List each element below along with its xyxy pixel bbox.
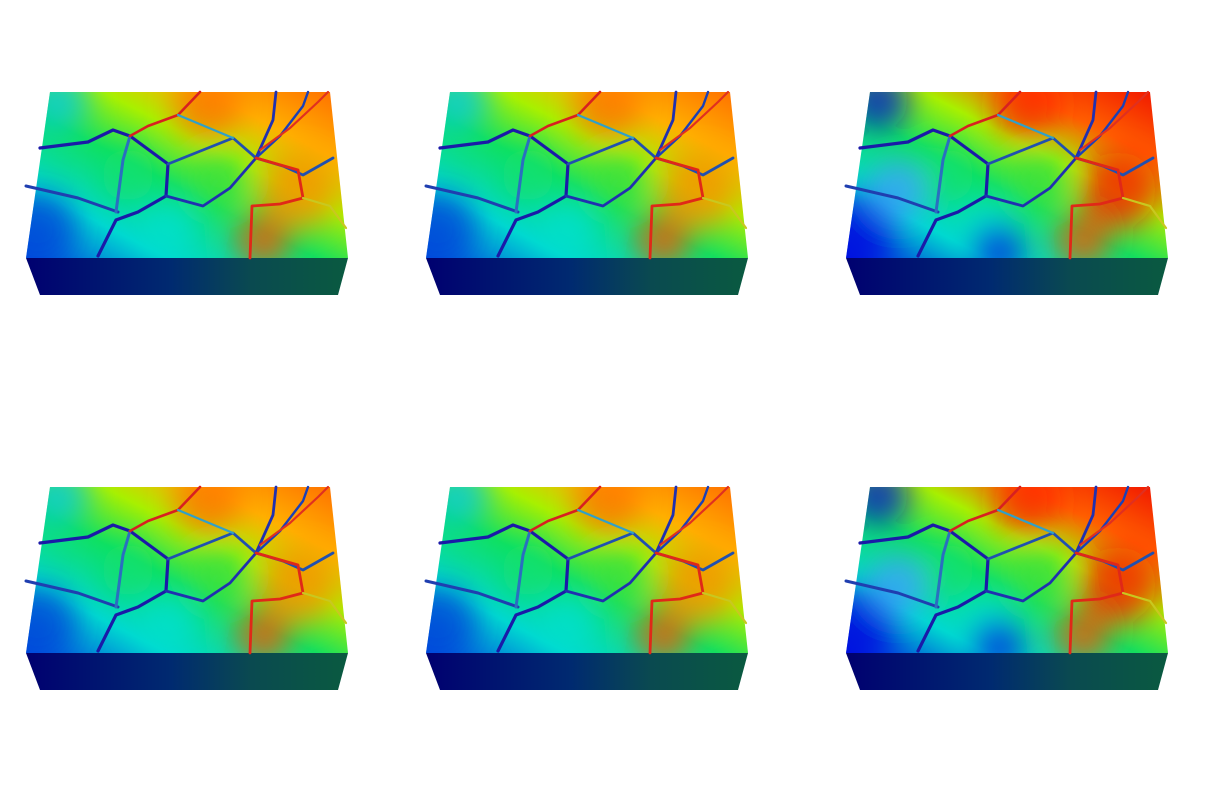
fracture-line-7	[564, 485, 678, 603]
fracture-line-6	[996, 113, 1055, 140]
block-side-face	[426, 653, 748, 690]
fracture-block-panel-1	[18, 80, 358, 310]
fracture-block-panel-4	[18, 475, 358, 705]
fracture-line-8	[1074, 485, 1130, 555]
fracture-line-3	[514, 134, 532, 214]
fracture-network	[24, 90, 348, 260]
fracture-line-3	[934, 529, 952, 609]
fracture-line-6	[176, 508, 235, 535]
fracture-line-3	[514, 529, 532, 609]
fracture-line-5	[948, 485, 1022, 533]
fracture-block-panel-5	[418, 475, 758, 705]
fracture-network	[424, 90, 748, 260]
fracture-line-9	[658, 90, 730, 152]
fracture-line-9	[658, 485, 730, 547]
fracture-block-panel-2	[418, 80, 758, 310]
fracture-line-9	[1078, 485, 1150, 547]
fracture-line-11	[1121, 591, 1168, 625]
fracture-line-3	[114, 134, 132, 214]
block-side-face	[426, 258, 748, 295]
fracture-line-10	[248, 551, 305, 655]
fracture-line-10	[248, 156, 305, 260]
fracture-line-2	[24, 184, 120, 214]
fracture-line-11	[1121, 196, 1168, 230]
fracture-line-11	[301, 591, 348, 625]
fracture-line-9	[258, 90, 330, 152]
block-side-face	[26, 653, 348, 690]
fracture-line-5	[128, 485, 202, 533]
fracture-line-6	[576, 508, 635, 535]
fracture-line-6	[576, 113, 635, 140]
fracture-line-10	[1068, 551, 1125, 655]
fracture-line-9	[258, 485, 330, 547]
fracture-line-8	[654, 90, 710, 160]
fracture-line-9	[1078, 90, 1150, 152]
fracture-line-2	[844, 184, 940, 214]
fracture-line-2	[424, 184, 520, 214]
fracture-line-8	[254, 90, 310, 160]
fracture-line-7	[564, 90, 678, 208]
fracture-line-7	[984, 485, 1098, 603]
fracture-line-3	[934, 134, 952, 214]
fracture-line-8	[254, 485, 310, 555]
fracture-network	[424, 485, 748, 655]
fracture-line-11	[701, 196, 748, 230]
fracture-line-10	[648, 551, 705, 655]
fracture-block-panel-6	[838, 475, 1178, 705]
fracture-line-6	[176, 113, 235, 140]
fracture-line-2	[24, 579, 120, 609]
fracture-network	[24, 485, 348, 655]
fracture-line-2	[844, 579, 940, 609]
fracture-line-11	[701, 591, 748, 625]
fracture-line-3	[114, 529, 132, 609]
fracture-line-7	[984, 90, 1098, 208]
fracture-line-11	[301, 196, 348, 230]
fracture-network	[844, 485, 1168, 655]
fracture-line-5	[948, 90, 1022, 138]
fracture-line-5	[528, 90, 602, 138]
fracture-block-panel-3	[838, 80, 1178, 310]
fracture-line-8	[654, 485, 710, 555]
block-side-face	[26, 258, 348, 295]
fracture-network	[844, 90, 1168, 260]
fracture-line-6	[996, 508, 1055, 535]
fracture-line-8	[1074, 90, 1130, 160]
fracture-line-7	[164, 90, 278, 208]
fracture-line-7	[164, 485, 278, 603]
fracture-line-10	[648, 156, 705, 260]
fracture-line-5	[528, 485, 602, 533]
block-side-face	[846, 258, 1168, 295]
fracture-line-5	[128, 90, 202, 138]
fracture-line-10	[1068, 156, 1125, 260]
block-side-face	[846, 653, 1168, 690]
fracture-line-2	[424, 579, 520, 609]
